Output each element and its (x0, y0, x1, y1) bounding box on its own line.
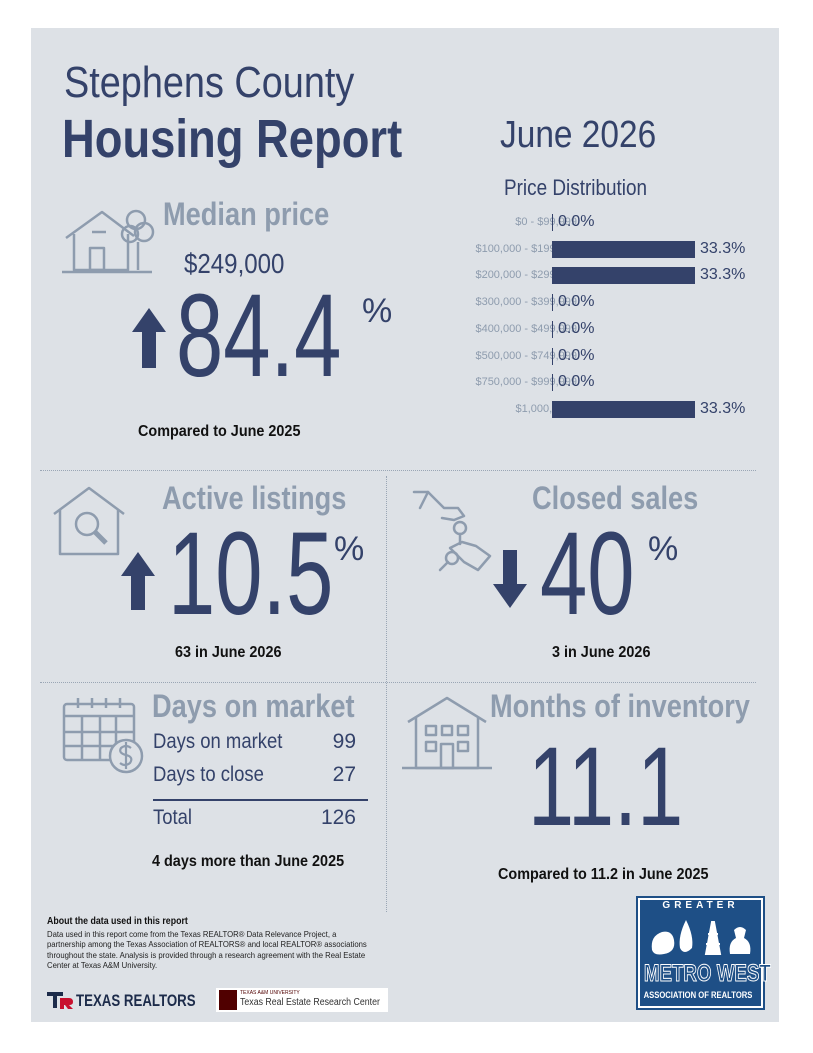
median-comparison: Compared to June 2025 (138, 423, 301, 440)
closed-sales-title: Closed sales (532, 480, 699, 516)
total-rule (153, 799, 368, 801)
price-bar (552, 320, 553, 338)
price-bar (552, 294, 553, 312)
price-bar-value: 0.0% (558, 346, 595, 364)
active-listings-title: Active listings (162, 480, 347, 516)
divider-middle (40, 682, 756, 683)
active-listings-note: 63 in June 2026 (175, 644, 282, 661)
calendar-dollar-icon (62, 698, 144, 774)
closed-percent-sign: % (648, 530, 679, 568)
county-name: Stephens County (64, 58, 355, 107)
months-inventory-title: Months of inventory (490, 688, 750, 724)
total-label: Total (153, 806, 193, 829)
price-range-label: $100,000 - $199,999 (475, 242, 577, 255)
hand-keys-icon (412, 490, 492, 572)
price-bar-value: 33.3% (700, 399, 746, 417)
median-price-change: 84.4 (176, 270, 342, 402)
arrow-up-icon (132, 308, 166, 368)
price-bar-value: 0.0% (558, 213, 595, 230)
total-value: 126 (320, 806, 356, 829)
texas-realtors-mark-icon (47, 992, 73, 1009)
arrow-up-icon (121, 552, 155, 610)
arrow-down-icon (493, 550, 527, 608)
active-listings-change: 10.5 (168, 508, 334, 640)
price-bar-value: 33.3% (700, 266, 746, 284)
price-bar (552, 240, 695, 258)
months-inventory-note: Compared to 11.2 in June 2025 (498, 866, 709, 883)
price-bar (552, 400, 695, 418)
price-range-label: $0 - $99,999 (515, 216, 577, 228)
metro-west-emblem-icon (651, 920, 751, 955)
days-on-market-title: Days on market (152, 688, 355, 724)
price-range-label: $500,000 - $749,999 (475, 349, 577, 362)
price-range-label: $750,000 - $999,999 (475, 376, 577, 389)
dtc-row-value: 27 (332, 763, 356, 786)
report-period: June 2026 (500, 114, 657, 156)
tamu-mark-icon (219, 990, 237, 1010)
price-bar (552, 347, 553, 365)
price-distribution-title: Price Distribution (504, 175, 648, 200)
price-bar (552, 267, 695, 285)
active-percent-sign: % (334, 530, 365, 568)
price-bar-value: 33.3% (700, 239, 746, 257)
price-bar-value: 0.0% (558, 373, 595, 391)
days-on-market-note: 4 days more than June 2025 (152, 853, 345, 870)
dom-row-value: 99 (332, 730, 356, 753)
closed-sales-change: 40 (540, 508, 635, 640)
price-range-label: $400,000 - $499,999 (475, 322, 577, 335)
median-price-title: Median price (163, 196, 330, 232)
median-price-value: $249,000 (184, 248, 285, 279)
median-percent-sign: % (362, 292, 393, 330)
metro-west-wordmark: METRO WEST (643, 960, 772, 988)
dtc-row-label: Days to close (153, 763, 264, 786)
price-bar (552, 374, 553, 392)
report-title: Housing Report (62, 109, 403, 169)
price-bar-value: 0.0% (558, 319, 595, 337)
months-inventory-value: 11.1 (528, 724, 684, 849)
about-text: Data used in this report come from the T… (47, 929, 367, 971)
price-bar (552, 214, 553, 231)
price-bar-value: 0.0% (558, 293, 595, 311)
price-range-label: $300,000 - $399,999 (475, 296, 577, 309)
about-title: About the data used in this report (47, 916, 188, 927)
dom-row-label: Days on market (153, 730, 283, 753)
divider-top (40, 470, 756, 471)
tamu-logo: TEXAS A&M UNIVERSITY Texas Real Estate R… (216, 988, 388, 1012)
house-tree-icon (62, 209, 155, 274)
report-page (31, 28, 779, 1022)
price-range-label: $200,000 - $299,999 (475, 269, 577, 282)
house-search-icon (53, 486, 125, 556)
building-icon (402, 696, 492, 770)
metro-west-logo: GREATER METRO WEST ASSOCIATION OF REALTO… (626, 896, 772, 1010)
closed-sales-note: 3 in June 2026 (552, 644, 651, 661)
divider-vertical (386, 476, 387, 912)
